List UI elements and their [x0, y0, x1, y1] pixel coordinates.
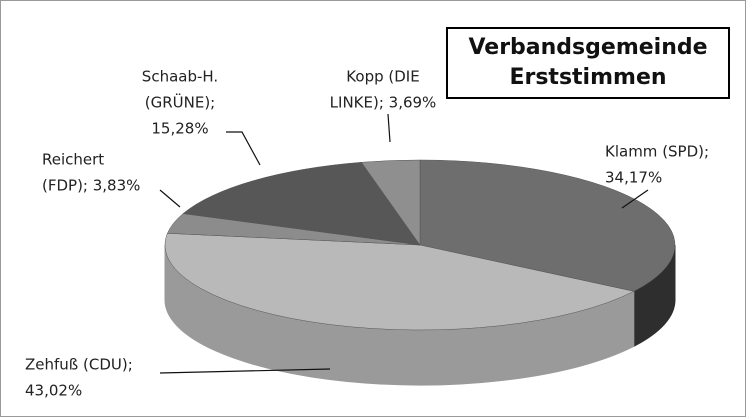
data-label: Schaab-H. [142, 68, 218, 86]
leader-line [387, 113, 391, 143]
data-label: Klamm (SPD); [605, 143, 709, 161]
title-box [446, 27, 730, 99]
data-label: Zehfuß (CDU); [25, 356, 133, 374]
leader-line [226, 131, 261, 166]
data-label: (FDP); 3,83% [42, 177, 140, 195]
leader-line [621, 189, 649, 209]
data-label: LINKE); 3,69% [330, 94, 437, 112]
slice [360, 159, 421, 246]
data-label: 34,17% [605, 169, 662, 187]
slice [419, 159, 676, 292]
data-label: 43,02% [25, 382, 82, 400]
slice [164, 233, 635, 331]
slice [182, 162, 421, 246]
pie [164, 159, 676, 386]
data-label: 15,28% [151, 120, 208, 138]
leader-line [159, 368, 331, 374]
data-label: (GRÜNE); [145, 93, 215, 112]
leader-line [159, 189, 181, 208]
data-label: Reichert [42, 151, 104, 169]
chart-title: Erststimmen [509, 65, 666, 90]
chart-title: Verbandsgemeinde [468, 35, 707, 60]
data-label: Kopp (DIE [346, 68, 419, 86]
